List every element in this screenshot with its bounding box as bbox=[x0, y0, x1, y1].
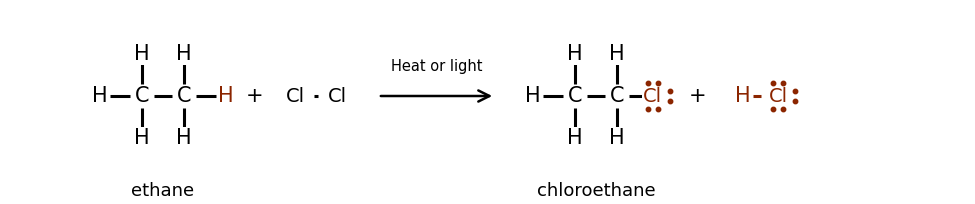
Text: H: H bbox=[135, 44, 150, 64]
Text: Cl: Cl bbox=[644, 86, 662, 105]
Text: H: H bbox=[93, 86, 108, 106]
Text: Cl: Cl bbox=[286, 86, 304, 105]
Text: chloroethane: chloroethane bbox=[536, 182, 655, 200]
Text: H: H bbox=[176, 44, 192, 64]
Text: C: C bbox=[609, 86, 624, 106]
Text: H: H bbox=[609, 128, 625, 148]
Text: +: + bbox=[689, 86, 707, 106]
Text: H: H bbox=[176, 128, 192, 148]
Text: H: H bbox=[609, 44, 625, 64]
Text: C: C bbox=[135, 86, 149, 106]
Text: H: H bbox=[135, 128, 150, 148]
Text: C: C bbox=[567, 86, 582, 106]
Text: H: H bbox=[218, 86, 234, 106]
Text: H: H bbox=[567, 44, 583, 64]
Text: +: + bbox=[246, 86, 264, 106]
Text: ethane: ethane bbox=[132, 182, 195, 200]
Text: H: H bbox=[567, 128, 583, 148]
Text: H: H bbox=[735, 86, 751, 106]
Text: Cl: Cl bbox=[769, 86, 788, 105]
Text: C: C bbox=[176, 86, 191, 106]
Text: H: H bbox=[526, 86, 541, 106]
Text: Heat or light: Heat or light bbox=[391, 59, 483, 74]
Text: Cl: Cl bbox=[328, 86, 346, 105]
